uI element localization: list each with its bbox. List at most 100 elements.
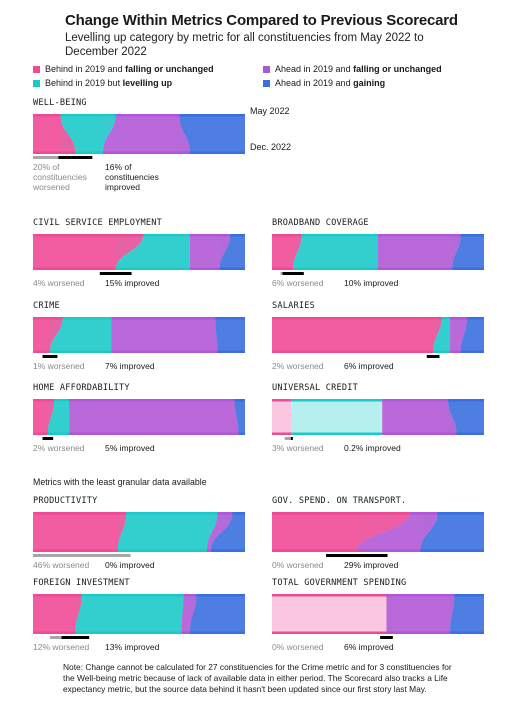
improved-marker [326, 554, 388, 557]
top-line-0 [33, 594, 82, 597]
metric-title-foreign-investment: FOREIGN INVESTMENT [33, 578, 130, 588]
top-line-0 [272, 512, 410, 515]
worsened-label: 1% worsened [33, 361, 85, 371]
metric-title-total-government-spending: TOTAL GOVERNMENT SPENDING [272, 578, 407, 588]
top-line-3 [232, 512, 245, 515]
improved-label: 7% improved [105, 361, 155, 371]
bottom-line-2 [206, 549, 212, 552]
improved-label: 6% improved [344, 642, 394, 652]
metric-title-productivity: PRODUCTIVITY [33, 496, 98, 506]
band-0 [272, 399, 292, 435]
top-line-3 [230, 234, 245, 237]
bottom-line-1 [47, 432, 70, 435]
top-line-1 [301, 234, 378, 237]
top-line-2 [189, 234, 231, 237]
chart-home-affordability [33, 399, 245, 440]
bottom-line-1 [291, 432, 383, 435]
flow-3 [450, 594, 484, 634]
legend-swatch [33, 79, 40, 87]
legend-item-behind-levelling: Behind in 2019 but levelling up [33, 78, 172, 88]
top-line-2 [450, 317, 468, 320]
flow-2 [206, 512, 233, 552]
improved-marker [290, 437, 293, 440]
bottom-line-0 [33, 350, 50, 353]
bottom-line-3 [238, 432, 245, 435]
worsened-label: 0% worsened [272, 642, 324, 652]
bottom-line-3 [460, 350, 484, 353]
bottom-line-0 [33, 549, 118, 552]
improved-marker [58, 156, 93, 159]
top-line-0 [33, 512, 127, 515]
chart-well-being [33, 114, 245, 159]
top-line-1 [62, 317, 112, 320]
worsened-marker [33, 554, 131, 557]
legend-item-ahead-gaining: Ahead in 2019 and gaining [263, 78, 385, 88]
legend-text: Ahead in 2019 and falling or unchanged [275, 64, 442, 74]
top-line-0 [33, 114, 61, 117]
improved-marker [42, 437, 54, 440]
bottom-line-3 [217, 350, 245, 353]
top-line-1 [54, 399, 70, 402]
worsened-marker [33, 156, 76, 159]
improved-label: 0% improved [105, 560, 155, 570]
legend-swatch [263, 79, 270, 87]
flow-3 [211, 512, 245, 552]
bottom-line-3 [450, 631, 484, 634]
chart-foreign-investment [33, 594, 245, 639]
top-line-0 [272, 399, 292, 402]
top-line-2 [409, 512, 438, 515]
bottom-line-2 [450, 350, 461, 353]
flow-3 [219, 234, 245, 270]
bottom-line-2 [378, 267, 453, 270]
chart-total-government-spending [272, 594, 484, 639]
improved-label: 5% improved [105, 443, 155, 453]
bottom-line-3 [189, 151, 245, 154]
flow-3 [215, 317, 245, 353]
improved-label: 10% improved [344, 278, 399, 288]
improved-marker [282, 272, 304, 275]
legend-swatch [33, 65, 40, 73]
top-line-3 [447, 399, 484, 402]
bottom-line-3 [219, 267, 245, 270]
flow-0 [272, 512, 410, 552]
bottom-line-1 [49, 350, 112, 353]
metric-title-universal-credit: UNIVERSAL CREDIT [272, 383, 358, 393]
top-line-1 [81, 594, 184, 597]
metric-title-civil-service-employment: CIVIL SERVICE EMPLOYMENT [33, 218, 162, 228]
improved-label: 29% improved [344, 560, 399, 570]
band-0 [272, 594, 387, 634]
top-line-0 [33, 234, 144, 237]
improved-label: 15% improved [105, 278, 160, 288]
section-label: Metrics with the least granular data ava… [33, 477, 207, 487]
bottom-line-2 [356, 549, 421, 552]
top-line-2 [217, 512, 233, 515]
bottom-line-2 [386, 631, 451, 634]
metric-title-broadband-coverage: BROADBAND COVERAGE [272, 218, 369, 228]
flow-0 [33, 512, 127, 552]
bottom-line-3 [189, 631, 245, 634]
flow-2 [356, 512, 438, 552]
legend-item-behind-falling: Behind in 2019 and falling or unchanged [33, 64, 214, 74]
legend-swatch [263, 65, 270, 73]
chart-productivity [33, 512, 245, 557]
flow-2 [69, 399, 239, 435]
tag-may-2022: May 2022 [250, 106, 290, 116]
top-line-2 [69, 399, 235, 402]
worsened-label: 46% worsened [33, 560, 90, 570]
flow-2 [386, 594, 455, 634]
bottom-line-3 [452, 267, 484, 270]
flow-2 [111, 317, 218, 353]
improved-marker [42, 355, 58, 358]
flow-3 [234, 399, 245, 435]
flow-2 [181, 594, 197, 634]
flow-2 [378, 234, 461, 270]
top-line-1 [60, 114, 116, 117]
top-line-2 [183, 594, 197, 597]
flow-1 [433, 317, 451, 353]
bottom-line-0 [272, 267, 294, 270]
chart-civil-service-employment [33, 234, 245, 275]
metric-title-gov-spend-on-transport: GOV. SPEND. ON TRANSPORT. [272, 496, 407, 506]
bottom-line-0 [272, 350, 434, 353]
flow-3 [452, 234, 484, 270]
band-1 [291, 399, 383, 435]
